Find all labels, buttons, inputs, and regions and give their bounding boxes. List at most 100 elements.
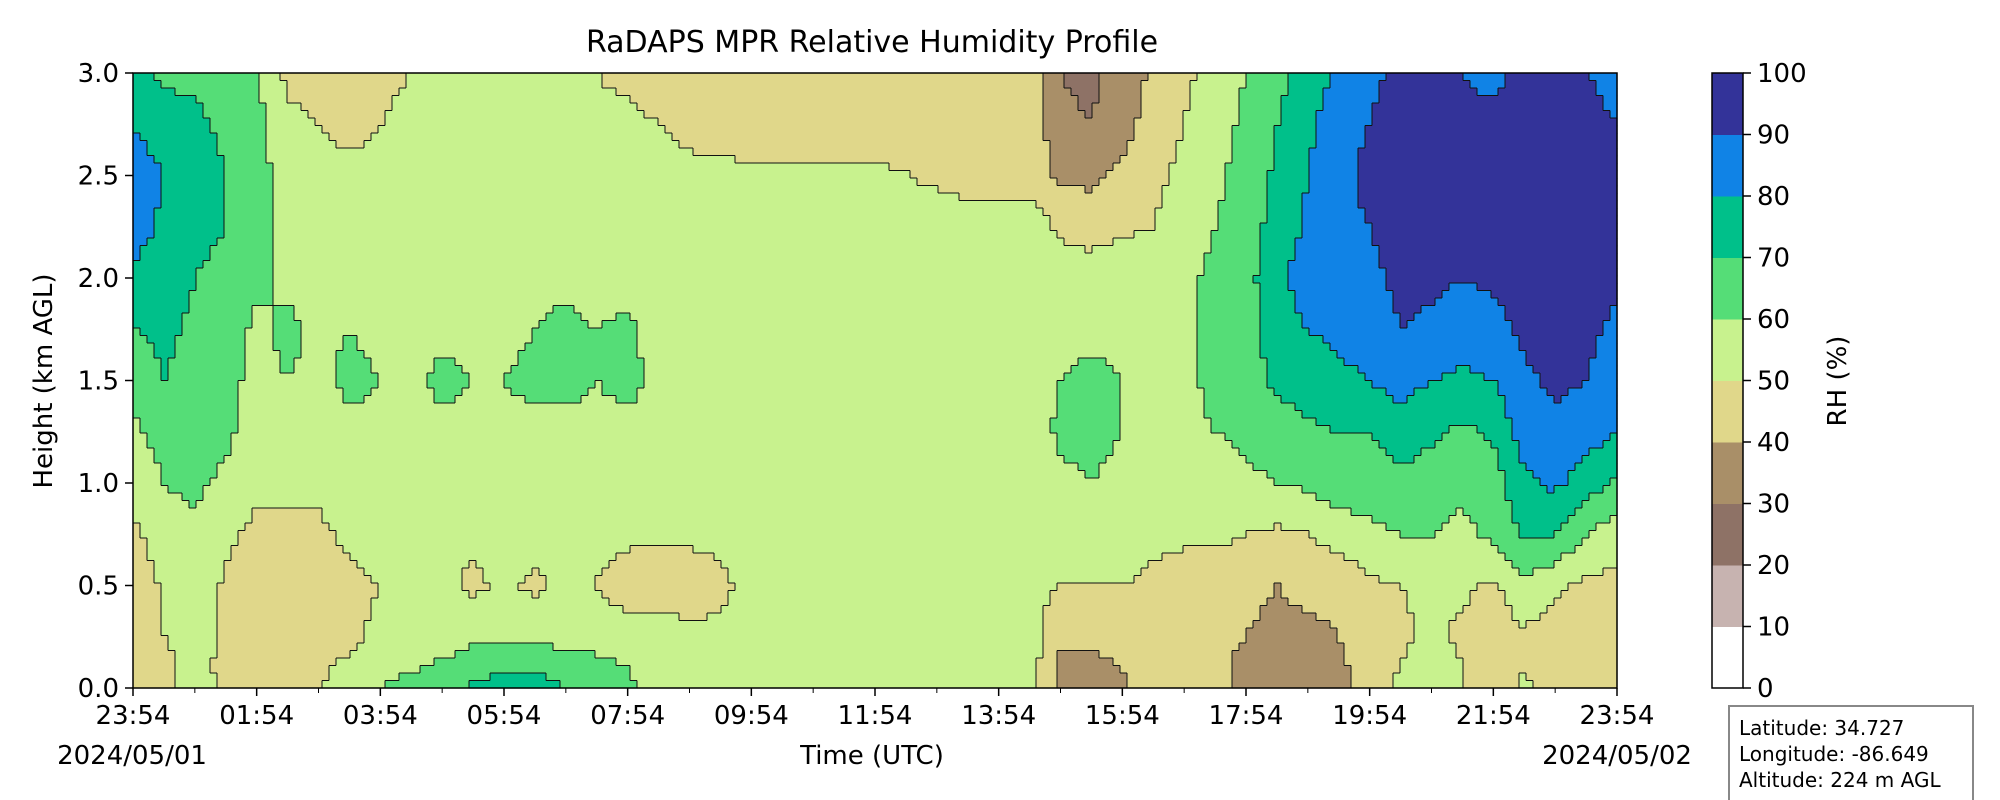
rh-band-cell	[1204, 260, 1261, 269]
rh-band-cell	[1057, 440, 1114, 449]
rh-band-cell	[133, 268, 197, 277]
rh-band-cell	[525, 395, 582, 404]
rh-band-cell	[245, 343, 274, 352]
x-tick-label: 07:54	[590, 701, 665, 731]
rh-band-cell	[217, 628, 365, 637]
rh-band-cell	[1169, 163, 1226, 172]
rh-band-cell	[1407, 650, 1457, 659]
rh-band-cell	[1470, 598, 1506, 607]
rh-band-cell	[1470, 365, 1534, 374]
rh-band-cell	[161, 185, 225, 194]
colorbar: 0 10 20 30 40 50 60 70 80 90 100	[1711, 59, 1807, 704]
rh-band-cell	[161, 598, 218, 607]
rh-band-cell	[266, 148, 694, 157]
rh-band-cell	[1302, 193, 1359, 202]
rh-band-cell	[133, 575, 155, 584]
rh-band-cell	[1246, 635, 1338, 644]
rh-band-cell	[1057, 230, 1135, 239]
rh-band-cell	[1463, 73, 1506, 82]
rh-band-cell	[1505, 80, 1597, 89]
rh-band-cell	[1533, 470, 1569, 479]
rh-band-cell	[1491, 538, 1583, 547]
rh-band-cell	[399, 88, 617, 97]
rh-band-cell	[1260, 350, 1338, 359]
rh-band-cell	[1043, 95, 1079, 104]
rh-band-cell	[546, 313, 582, 322]
rh-band-cell	[1204, 410, 1303, 419]
rh-band-cell	[1330, 73, 1387, 82]
rh-band-cell	[224, 178, 274, 187]
rh-band-cell	[1043, 650, 1058, 659]
rh-band-cell	[1057, 433, 1121, 442]
rh-band-cell	[217, 470, 1086, 479]
rh-band-cell	[238, 380, 337, 389]
rh-band-cell	[1260, 290, 1296, 299]
rh-band-cell	[1540, 478, 1569, 487]
rh-band-cell	[224, 223, 274, 232]
rh-band-cell	[1330, 620, 1415, 629]
rh-band-cell	[1372, 110, 1611, 119]
rh-band-cell	[1057, 403, 1121, 412]
rh-band-cell	[1071, 88, 1100, 97]
rh-band-cell	[1358, 170, 1618, 179]
rh-band-cell	[210, 125, 267, 134]
rh-band-cell	[1533, 680, 1618, 689]
rh-band-cell	[1267, 373, 1366, 382]
rh-band-cell	[1253, 463, 1499, 472]
rh-band-cell	[378, 380, 428, 389]
rh-band-cell	[1463, 680, 1520, 689]
rh-band-cell	[1372, 118, 1618, 127]
rh-band-cell	[1260, 320, 1303, 329]
rh-band-cell	[133, 328, 141, 337]
rh-band-cell	[1512, 320, 1604, 329]
rh-band-cell	[1197, 373, 1268, 382]
rh-band-cell	[1540, 380, 1583, 389]
rh-band-cell	[679, 140, 1051, 149]
rh-band-cell	[1225, 185, 1268, 194]
rh-band-cell	[1120, 373, 1198, 382]
rh-band-cell	[1260, 238, 1296, 247]
rh-band-cell	[357, 343, 526, 352]
rh-band-cell	[1547, 388, 1569, 397]
rh-band-cell	[168, 485, 204, 494]
rh-band-cell	[154, 350, 176, 359]
rh-band-cell	[595, 583, 736, 592]
rh-band-cell	[630, 313, 1198, 322]
rh-band-cell	[1393, 673, 1464, 682]
rh-contour-fill	[133, 73, 1618, 689]
rh-band-cell	[133, 530, 141, 539]
rh-band-cell	[147, 545, 232, 554]
rh-band-cell	[1288, 283, 1387, 292]
colorbar-label: RH (%)	[1823, 336, 1853, 427]
rh-band-cell	[637, 388, 1058, 397]
rh-band-cell	[1512, 508, 1576, 517]
rh-band-cell	[1309, 170, 1359, 179]
rh-band-cell	[1162, 193, 1226, 202]
rh-band-cell	[133, 125, 211, 134]
rh-band-cell	[231, 433, 1058, 442]
rh-band-cell	[1057, 388, 1121, 397]
rh-band-cell	[1260, 298, 1296, 307]
rh-band-cell	[1512, 560, 1555, 569]
rh-band-cell	[1589, 493, 1618, 502]
rh-band-cell	[259, 95, 288, 104]
rh-band-cell	[1400, 583, 1478, 592]
rh-band-cell	[532, 590, 540, 599]
rh-band-cell	[1302, 410, 1506, 419]
latitude-text: Latitude: 34.727	[1739, 716, 1904, 740]
rh-band-cell	[1309, 328, 1513, 337]
rh-band-cell	[154, 230, 225, 239]
rh-band-cell	[1260, 268, 1289, 277]
rh-band-cell	[245, 373, 337, 382]
rh-band-cell	[1519, 335, 1597, 344]
rh-band-cell	[133, 590, 162, 599]
rh-band-cell	[1197, 313, 1261, 322]
rh-band-cell	[168, 643, 218, 652]
rh-band-cell	[1477, 88, 1499, 97]
rh-band-cell	[364, 635, 1044, 644]
rh-band-cell	[147, 553, 232, 562]
rh-band-cell	[294, 358, 337, 367]
rh-band-cell	[1505, 73, 1590, 82]
rh-band-cell	[1141, 95, 1191, 104]
rh-band-cell	[1323, 103, 1373, 112]
